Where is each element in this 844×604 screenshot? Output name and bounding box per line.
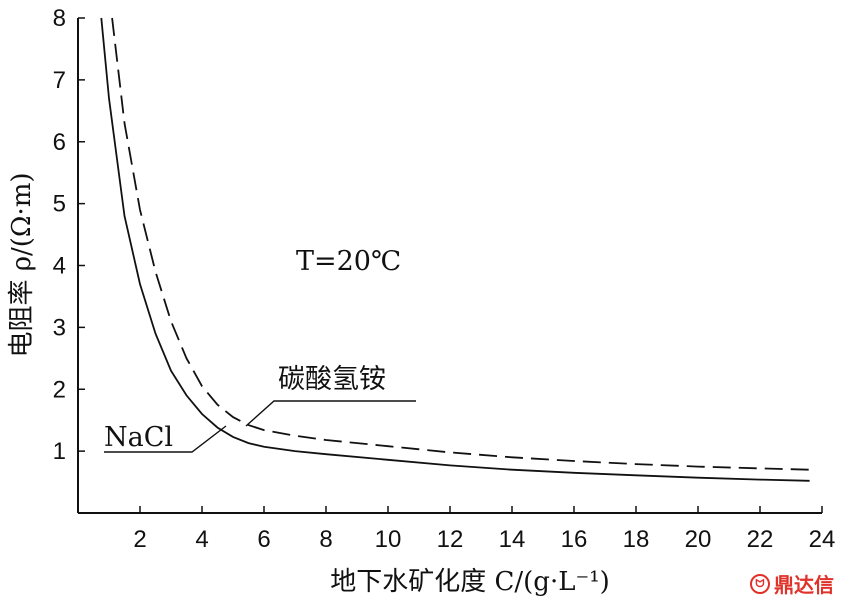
y-tick-label: 6 — [53, 129, 66, 156]
x-tick-label: 16 — [561, 526, 588, 553]
series-line-1 — [100, 17, 810, 482]
series-line-2 — [111, 17, 810, 471]
x-tick-label: 6 — [257, 526, 270, 553]
y-axis-title: 电阻率 ρ/(Ω·m) — [7, 172, 37, 357]
y-tick-label: 1 — [53, 438, 66, 465]
series-label-nacl: NaCl — [104, 422, 173, 453]
temperature-annotation: T=20℃ — [296, 246, 401, 277]
series-labels: NaCl 碳酸氢铵 — [104, 364, 416, 453]
x-ticks: 2 4 6 8 10 12 14 16 18 20 22 24 — [133, 506, 835, 553]
y-tick-label: 5 — [53, 191, 66, 218]
x-tick-label: 20 — [685, 526, 712, 553]
x-tick-label: 24 — [809, 526, 836, 553]
x-axis-title: 地下水矿化度 C/(g·L⁻¹) — [330, 567, 610, 597]
series-layer — [100, 17, 810, 482]
leader-line-ammonium-bicarbonate — [245, 400, 416, 427]
axes — [77, 18, 822, 514]
series-label-ammonium-bicarbonate: 碳酸氢铵 — [278, 364, 386, 395]
y-tick-label: 7 — [53, 67, 66, 94]
x-tick-label: 12 — [437, 526, 464, 553]
x-tick-label: 10 — [375, 526, 402, 553]
watermark: ᗢ 鼎达信 — [750, 569, 834, 598]
y-tick-label: 2 — [53, 376, 66, 403]
y-tick-label: 4 — [53, 253, 66, 280]
leader-line-nacl — [104, 425, 227, 453]
x-tick-label: 14 — [499, 526, 526, 553]
x-tick-label: 18 — [623, 526, 650, 553]
x-tick-label: 2 — [133, 526, 146, 553]
watermark-text: 鼎达信 — [774, 573, 834, 597]
x-tick-label: 22 — [747, 526, 774, 553]
x-tick-label: 4 — [195, 526, 208, 553]
y-tick-label: 8 — [53, 5, 66, 32]
x-tick-label: 8 — [319, 526, 332, 553]
y-tick-label: 3 — [53, 314, 66, 341]
y-ticks: 1 2 3 4 5 6 7 8 — [53, 5, 85, 465]
watermark-logo-icon: ᗢ — [750, 573, 770, 594]
